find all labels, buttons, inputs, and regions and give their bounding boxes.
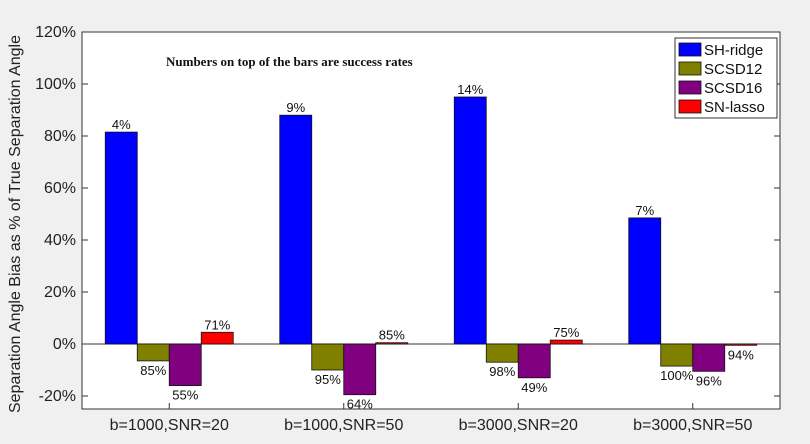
data-label: 71% (204, 317, 230, 332)
legend-label: SCSD12 (704, 61, 762, 78)
legend-swatch (678, 80, 702, 95)
y-tick-label: 60% (44, 180, 76, 197)
data-label: 55% (172, 388, 198, 403)
y-tick-label: 20% (44, 284, 76, 301)
bar-sn-lasso (375, 342, 409, 345)
legend-swatch (678, 99, 702, 114)
data-label: 95% (315, 372, 341, 387)
bar-scsd12 (660, 343, 694, 367)
bars (104, 96, 758, 396)
bar-scsd16 (168, 343, 202, 386)
y-tick-label: -20% (39, 388, 76, 405)
chart-annotation: Numbers on top of the bars are success r… (166, 54, 413, 69)
bar-scsd16 (692, 343, 726, 372)
data-label: 7% (635, 203, 654, 218)
x-tick-label: b=1000,SNR=50 (284, 417, 403, 434)
data-label: 94% (728, 347, 754, 362)
legend-label: SH-ridge (704, 42, 763, 59)
data-label: 75% (553, 325, 579, 340)
bar-scsd12 (485, 343, 519, 363)
data-label: 4% (112, 117, 131, 132)
bar-scsd12 (136, 343, 170, 362)
y-tick-label: 80% (44, 128, 76, 145)
y-tick-label: 0% (53, 336, 76, 353)
x-tick-label: b=3000,SNR=50 (633, 417, 752, 434)
bar-sh-ridge (453, 96, 487, 345)
x-tick-label: b=3000,SNR=20 (459, 417, 578, 434)
bar-sh-ridge (628, 217, 662, 345)
data-label: 98% (489, 364, 515, 379)
data-label: 85% (379, 328, 405, 343)
data-label: 14% (457, 82, 483, 97)
y-tick-label: 100% (35, 76, 76, 93)
data-label: 96% (696, 373, 722, 388)
data-label: 100% (660, 368, 694, 383)
y-axis-label: Separation Angle Bias as % of True Separ… (7, 35, 24, 413)
bar-sn-lasso (724, 343, 758, 346)
bar-sn-lasso (200, 331, 234, 345)
bar-sn-lasso (549, 339, 583, 345)
data-label: 64% (347, 397, 373, 412)
data-label: 9% (286, 100, 305, 115)
bar-scsd16 (343, 343, 377, 396)
legend-swatch (678, 61, 702, 76)
y-tick-label: 120% (35, 24, 76, 41)
bar-sh-ridge (104, 131, 138, 345)
data-label: 85% (140, 363, 166, 378)
legend-label: SN-lasso (704, 99, 765, 116)
bar-scsd12 (311, 343, 345, 371)
data-labels: 4% 85% 55% 71% 9% 95% 64% 85% 14% 98% 49% 75% 7% 100%… (112, 82, 754, 412)
legend: SH-ridge SCSD12 SCSD16 SN-lasso (674, 37, 778, 119)
legend-swatch (678, 42, 702, 57)
bar-scsd16 (517, 343, 551, 379)
data-label: 49% (521, 380, 547, 395)
bar-sh-ridge (279, 114, 313, 345)
legend-label: SCSD16 (704, 80, 762, 97)
y-tick-label: 40% (44, 232, 76, 249)
x-tick-label: b=1000,SNR=20 (110, 417, 229, 434)
